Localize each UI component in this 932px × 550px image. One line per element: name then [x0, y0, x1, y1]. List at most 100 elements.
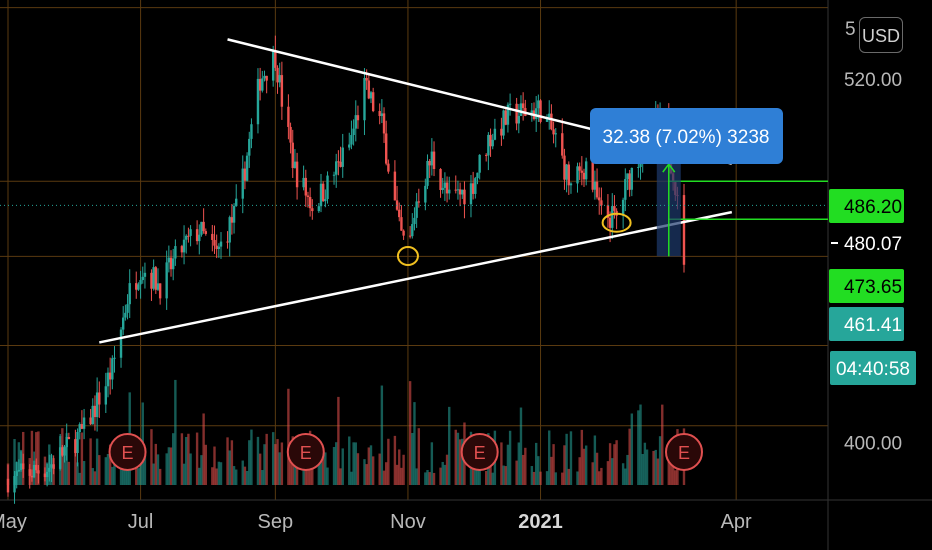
candle-body: [106, 372, 110, 387]
volume-bar: [456, 432, 460, 485]
volume-bar: [189, 453, 192, 485]
candle-body: [519, 103, 523, 117]
volume-bar: [219, 462, 223, 485]
candle-body: [243, 168, 247, 181]
candle-body: [93, 405, 97, 418]
volume-bar: [584, 445, 588, 485]
candle-body: [326, 175, 329, 200]
volume-bar: [428, 472, 431, 485]
volume-bar: [545, 471, 549, 485]
volume-bar: [393, 435, 397, 485]
candle-body: [637, 167, 640, 169]
volume-bar: [348, 436, 351, 485]
last-price-tag[interactable]: [829, 226, 904, 260]
candle-body: [395, 200, 399, 210]
candle-body: [137, 284, 140, 290]
earnings-marker[interactable]: [460, 433, 499, 471]
candle-body: [628, 173, 631, 190]
candle-body: [152, 267, 155, 289]
low-marker-feb[interactable]: [601, 212, 632, 233]
candle-body: [202, 221, 205, 232]
candle-body: [491, 139, 494, 147]
candle-body: [413, 217, 416, 225]
candle-body: [13, 475, 16, 493]
volume-bar: [350, 471, 353, 485]
time-tick-label: Jul: [128, 511, 154, 533]
volume-bar: [582, 448, 586, 485]
candle-body: [180, 246, 184, 253]
upper-target-tag[interactable]: [829, 189, 904, 223]
candle-body: [19, 463, 23, 470]
earnings-marker[interactable]: [108, 433, 147, 471]
volume-bar: [287, 388, 290, 485]
price-tick-label: 520.00: [844, 70, 902, 91]
candle-body: [113, 357, 116, 359]
volume-bar: [491, 472, 494, 485]
candle-body: [545, 117, 549, 122]
candle-body: [682, 195, 686, 265]
volume-bar: [415, 468, 418, 485]
volume-bar: [674, 470, 677, 485]
earnings-marker[interactable]: [286, 433, 325, 471]
candle-body: [539, 100, 542, 122]
price-axis[interactable]: 520.00 400.00 5 486.20 480.07 473.65 461.41 04:…: [829, 19, 916, 454]
volume-bar: [445, 454, 449, 485]
candle-body: [591, 161, 594, 190]
volume-bar: [165, 453, 168, 485]
candle-body: [248, 138, 251, 156]
drawing-overlays[interactable]: 32.38 (7.02%) 3238 E E E E: [0, 38, 828, 471]
volume-bar: [339, 468, 342, 485]
volume-bar: [104, 457, 108, 485]
candle-body: [287, 106, 290, 127]
candle-body: [382, 113, 386, 134]
volume-bar: [108, 444, 112, 485]
candle-body: [430, 151, 434, 166]
volume-bar: [565, 433, 568, 485]
candle-body: [82, 417, 86, 429]
volume-bar: [258, 453, 262, 485]
volume-bar: [641, 454, 644, 485]
earnings-marker[interactable]: [664, 433, 703, 471]
candle-body: [550, 113, 553, 130]
volume-bar: [489, 460, 492, 485]
candle-body: [493, 128, 497, 140]
volume-bar: [202, 413, 205, 485]
volume-bar: [554, 472, 557, 485]
low-marker-nov[interactable]: [396, 246, 419, 267]
volume-bar: [182, 463, 186, 485]
candle-body: [306, 195, 310, 197]
volume-bar: [232, 466, 236, 485]
candle-body: [135, 283, 138, 290]
candle-body: [624, 178, 627, 200]
candle-body: [476, 172, 479, 179]
volume-bar: [548, 430, 551, 485]
candle-body: [441, 187, 444, 190]
volume-bar: [89, 438, 92, 485]
lower-trendline[interactable]: [99, 210, 733, 344]
price-tick-label: 400.00: [844, 433, 902, 454]
price-tick-label-cut: 5: [845, 19, 856, 40]
volume-bar: [13, 439, 16, 485]
volume-bar: [502, 465, 505, 485]
volume-bar: [430, 442, 434, 485]
currency-button[interactable]: USD: [859, 17, 903, 53]
upper-target-tag-label: 486.20: [844, 197, 902, 218]
lower-target-tag[interactable]: [829, 269, 904, 303]
candle-body: [43, 473, 47, 478]
volume-bar: [395, 464, 399, 485]
current-price-tag[interactable]: [829, 307, 904, 341]
candle-body: [537, 100, 540, 109]
candle-body: [471, 183, 475, 194]
volume-bar: [521, 454, 525, 485]
candle-body: [621, 199, 625, 216]
volume-bar: [530, 466, 534, 485]
volume-bar: [289, 458, 292, 485]
candle-body: [352, 128, 355, 136]
candle-body: [417, 201, 421, 203]
volume-bar: [180, 433, 184, 485]
candle-body: [245, 155, 249, 181]
volume-bar: [95, 438, 99, 485]
countdown-tag[interactable]: [830, 351, 916, 385]
candle-body: [108, 372, 112, 380]
